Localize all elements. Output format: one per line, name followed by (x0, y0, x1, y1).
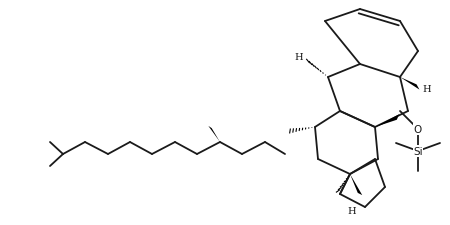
Text: H: H (294, 53, 303, 62)
Polygon shape (208, 126, 220, 142)
Text: H: H (348, 207, 356, 216)
Text: Si: Si (413, 146, 423, 156)
Polygon shape (400, 78, 419, 90)
Polygon shape (375, 115, 399, 127)
Polygon shape (350, 174, 362, 195)
Text: H: H (422, 85, 431, 94)
Text: O: O (414, 124, 422, 134)
